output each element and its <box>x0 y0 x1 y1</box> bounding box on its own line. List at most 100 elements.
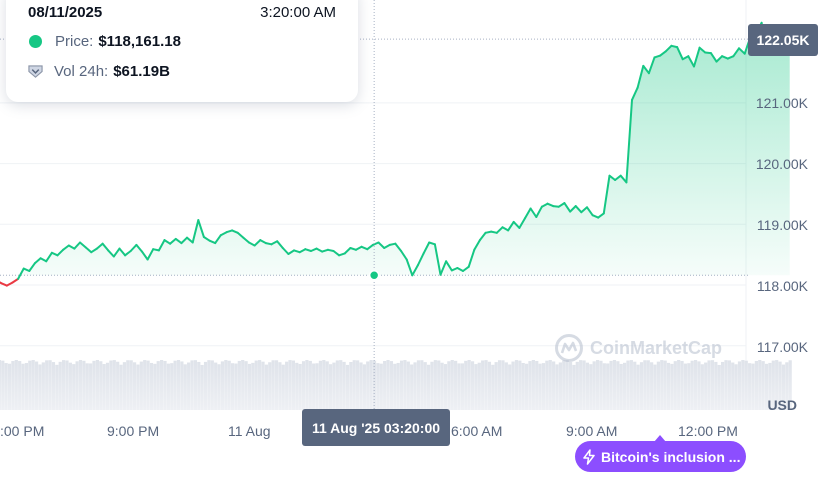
volume-bar <box>399 360 404 410</box>
volume-bar <box>470 361 475 410</box>
volume-bar <box>285 361 289 410</box>
volume-bar <box>379 363 383 410</box>
volume-bar <box>646 360 650 410</box>
price-line-segment <box>557 202 566 208</box>
price-line-segment <box>529 207 538 218</box>
volume-bar <box>132 362 137 410</box>
volume-bar <box>359 362 363 410</box>
price-line-segment <box>242 236 250 244</box>
volume-bar <box>660 360 664 410</box>
event-marker-button[interactable]: Bitcoin's inclusion ... <box>575 441 746 472</box>
volume-bar <box>518 360 522 410</box>
volume-bar <box>764 363 769 410</box>
volume-bar <box>744 360 748 410</box>
volume-bar <box>474 364 478 410</box>
price-line-segment <box>417 252 425 266</box>
volume-bar <box>149 362 154 410</box>
volume-bar <box>457 363 461 410</box>
volume-bar <box>714 361 718 410</box>
crosshair <box>368 0 380 410</box>
price-line-segment <box>698 46 707 54</box>
price-line-segment <box>738 47 746 55</box>
volume-bar <box>629 360 633 410</box>
volume-bar <box>538 363 542 410</box>
volume-bar <box>146 360 150 410</box>
volume-bar <box>356 360 360 410</box>
volume-bar <box>484 360 488 410</box>
volume-bar <box>609 360 613 410</box>
x-tick-label: 6:00 AM <box>451 423 503 439</box>
volume-bar <box>758 360 762 410</box>
volume-bar <box>521 363 525 410</box>
price-line-segment <box>157 239 166 252</box>
volume-bar <box>210 360 214 410</box>
volume-bar <box>288 360 292 410</box>
volume-bar <box>477 362 481 410</box>
volume-bar <box>697 361 701 410</box>
volume-bar <box>754 360 758 410</box>
volume-bar <box>315 363 319 410</box>
volume-bar <box>68 362 72 410</box>
volume-bar <box>376 363 380 410</box>
volume-bar <box>291 360 296 410</box>
price-line-segment <box>17 267 25 280</box>
volume-bar <box>119 364 123 410</box>
crosshair-time-label: 11 Aug '25 03:20:00 <box>302 409 450 446</box>
volume-bar <box>447 361 451 410</box>
price-line-segment <box>67 244 76 250</box>
volume-bar <box>535 361 539 410</box>
volume-bar <box>639 362 644 410</box>
volume-bar <box>670 363 674 410</box>
price-line-segment <box>574 205 583 214</box>
price-line-segment <box>518 217 526 229</box>
price-line-segment <box>676 46 684 61</box>
volume-bar <box>633 361 637 410</box>
volume-bar <box>224 360 228 410</box>
price-line-segment <box>169 237 177 245</box>
volume-bar <box>34 361 39 410</box>
volume-bar <box>579 360 583 410</box>
price-line-segment <box>90 247 98 254</box>
price-line-segment <box>614 174 622 181</box>
price-line-segment <box>647 56 656 75</box>
price-line-segment <box>276 240 284 249</box>
volume-bar <box>14 360 18 410</box>
volume-bar <box>622 362 627 410</box>
price-line-segment <box>636 64 645 89</box>
volume-bar <box>305 360 309 410</box>
x-tick-label: 12:00 PM <box>678 423 738 439</box>
price-tooltip: 08/11/2025 3:20:00 AM Price: $118,161.18… <box>6 0 358 102</box>
volume-bar <box>274 360 279 410</box>
price-line-segment <box>478 231 487 242</box>
volume-bar <box>443 364 448 410</box>
y-tick-label: 118.00K <box>756 278 808 294</box>
price-line-segment <box>338 252 346 257</box>
price-line-segment <box>693 46 701 68</box>
price-line-segment <box>591 214 600 219</box>
price-line-segment <box>214 234 222 245</box>
price-line-segment <box>546 202 555 208</box>
price-line-segment <box>501 226 510 232</box>
price-line-segment <box>174 237 183 245</box>
price-line-segment <box>709 52 718 63</box>
price-line-segment <box>101 242 110 252</box>
volume-bar <box>734 364 738 410</box>
price-line-segment <box>366 243 374 251</box>
price-line-segment <box>715 55 724 63</box>
price-line-segment <box>597 212 605 219</box>
price-line-segment <box>62 244 70 251</box>
price-line-segment <box>236 231 245 239</box>
volume-bar <box>656 361 660 410</box>
price-line-segment <box>315 247 324 253</box>
volume-bar <box>514 360 519 410</box>
volume-bar <box>562 360 566 410</box>
volume-bar <box>220 361 225 410</box>
price-line-segment <box>456 267 464 272</box>
price-line-segment <box>371 241 380 246</box>
lightning-icon <box>583 448 595 465</box>
volume-bar <box>541 363 546 410</box>
price-line-segment <box>664 44 673 53</box>
price-line-segment <box>535 205 543 218</box>
